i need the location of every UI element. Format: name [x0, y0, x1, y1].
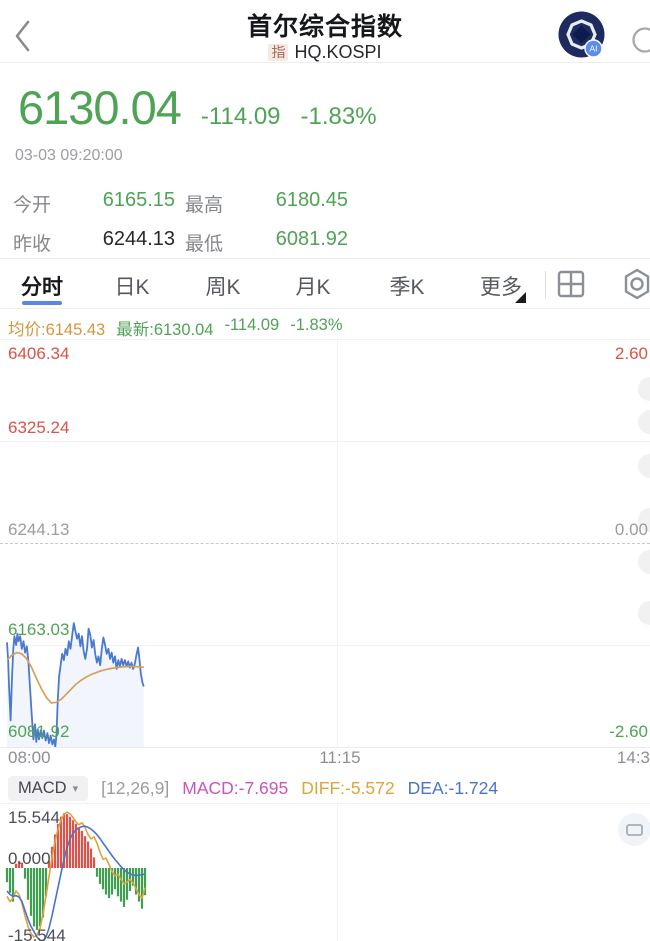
macd-params: [12,26,9]: [101, 778, 170, 798]
more-caret-icon: [515, 292, 526, 303]
gear-icon-center: [630, 277, 644, 291]
symbol-code: HQ.KOSPI: [294, 42, 382, 62]
stat-label-high: 最高: [185, 195, 224, 216]
index-type-badge: 指: [268, 43, 289, 62]
macd-y-label-zero: 0.000: [8, 849, 51, 868]
stat-label-prev-close: 昨收: [13, 234, 52, 255]
legend-avg-price: 均价:6145.43: [8, 321, 106, 339]
macd-chart[interactable]: [0, 806, 650, 941]
x-axis-label: 14:3: [616, 748, 650, 767]
prev-close-dashed-line: [0, 543, 650, 544]
edge-tool-button[interactable]: [638, 377, 650, 401]
bank-logo-diamond-icon: [572, 25, 591, 44]
chevron-left-icon: [15, 20, 30, 52]
edge-tool-button[interactable]: [638, 454, 650, 478]
landscape-rotate-button[interactable]: [618, 813, 650, 846]
gridline: [0, 441, 650, 442]
y-axis-label: 6406.34: [8, 344, 70, 363]
x-axis-label: 11:15: [319, 748, 361, 767]
y-axis-label: 6325.24: [8, 418, 70, 437]
divider: [0, 258, 650, 259]
divider: [0, 803, 650, 804]
pct-axis-label: 2.60: [614, 344, 648, 363]
search-icon: [632, 27, 650, 53]
diff-value: DIFF:-5.572: [301, 778, 395, 798]
gridline: [0, 747, 650, 748]
gear-icon: [624, 268, 650, 300]
price-change-pct: -1.83%: [300, 103, 377, 130]
tab-quarterly-k[interactable]: 季K: [389, 276, 425, 299]
indicator-selector[interactable]: MACD ▾: [8, 776, 89, 801]
stat-value-high: 6180.45: [275, 189, 348, 211]
divider: [0, 62, 650, 63]
last-price: 6130.04: [18, 81, 182, 134]
x-axis-label: 08:00: [8, 748, 51, 767]
tab-intraday[interactable]: 分时: [21, 276, 63, 299]
tab-monthly-k[interactable]: 月K: [295, 276, 331, 299]
pct-axis-label: -2.60: [609, 722, 648, 741]
y-axis-label: 6244.13: [8, 520, 70, 539]
edge-tool-button[interactable]: [638, 550, 650, 574]
indicator-bar: MACD ▾ [12,26,9] MACD:-7.695 DIFF:-5.572…: [8, 776, 498, 801]
pct-axis-label: 0.00: [614, 520, 648, 539]
quote-block: 6130.04 -114.09 -1.83%: [18, 80, 377, 135]
ai-badge-circle: [584, 39, 603, 58]
y-axis-label: 6081.92: [8, 722, 70, 741]
edge-tool-button[interactable]: [638, 410, 650, 434]
indicator-selector-label: MACD: [18, 779, 67, 797]
stat-label-low: 最低: [185, 234, 224, 255]
active-tab-underline: [22, 301, 62, 305]
macd-value: MACD:-7.695: [182, 778, 289, 798]
stat-value-prev-close: 6244.13: [102, 228, 175, 250]
ai-badge-label: AI: [589, 44, 597, 54]
tab-more[interactable]: 更多: [480, 276, 522, 299]
macd-y-label-bottom: -15.544: [8, 926, 66, 941]
intraday-price-chart[interactable]: [0, 339, 650, 747]
settings-button[interactable]: [620, 267, 650, 301]
gridline: [0, 339, 650, 340]
symbol-row: 指 HQ.KOSPI: [0, 42, 650, 63]
divider: [545, 271, 546, 298]
gridline: [337, 804, 338, 941]
grid-layout-button[interactable]: [556, 269, 586, 299]
quote-timestamp: 03-03 09:20:00: [15, 147, 123, 164]
legend-change-pct: -1.83%: [290, 316, 343, 334]
tab-daily-k[interactable]: 日K: [114, 276, 150, 299]
stat-value-low: 6081.92: [275, 228, 348, 250]
gridline: [337, 339, 338, 747]
y-axis-label: 6163.03: [8, 620, 70, 639]
price-change: -114.09: [200, 103, 281, 130]
gridline: [0, 645, 650, 646]
legend-change: -114.09: [224, 316, 280, 334]
bank-logo-octagon-icon: [566, 19, 597, 50]
dea-value: DEA:-1.724: [407, 778, 499, 798]
page-title: 首尔综合指数: [246, 13, 403, 41]
divider: [0, 308, 650, 309]
edge-tool-button[interactable]: [638, 601, 650, 625]
edge-tool-button[interactable]: [638, 508, 650, 532]
tab-weekly-k[interactable]: 周K: [205, 276, 241, 299]
macd-y-label-top: 15.544: [8, 808, 60, 827]
landscape-icon: [626, 824, 643, 836]
legend-last-price: 最新:6130.04: [116, 321, 214, 339]
stat-label-open: 今开: [13, 195, 52, 216]
chevron-down-icon: ▾: [72, 783, 79, 795]
back-button[interactable]: [12, 16, 36, 56]
search-button[interactable]: [626, 22, 650, 62]
chart-legend: 均价:6145.43 最新:6130.04 -114.09 -1.83%: [8, 316, 343, 340]
ai-assistant-button[interactable]: AI: [558, 11, 605, 58]
stat-value-open: 6165.15: [102, 189, 175, 211]
